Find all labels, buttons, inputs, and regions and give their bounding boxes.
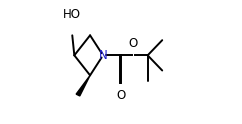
Text: N: N (99, 49, 108, 62)
Text: O: O (129, 36, 138, 49)
Polygon shape (76, 75, 90, 96)
Text: HO: HO (63, 8, 81, 21)
Text: O: O (116, 89, 125, 102)
